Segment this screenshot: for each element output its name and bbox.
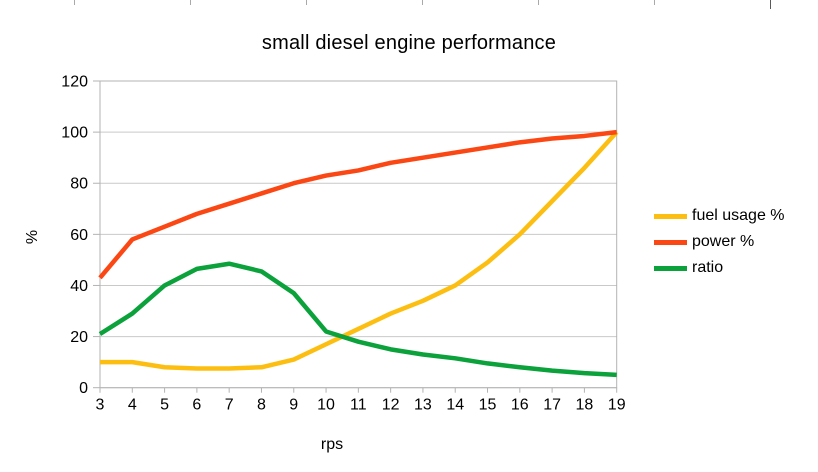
y-tick-label: 100 [61, 125, 88, 142]
legend-item: fuel usage % [654, 203, 785, 229]
x-tick-label: 3 [96, 397, 105, 414]
y-tick-label: 0 [79, 380, 88, 397]
legend-label: power % [692, 233, 755, 250]
x-tick-label: 9 [289, 397, 298, 414]
top-ruler-tick [770, 0, 771, 9]
legend-swatch-icon [654, 213, 687, 219]
x-tick-label: 17 [543, 397, 561, 414]
x-tick-label: 11 [350, 397, 367, 414]
x-tick-label: 16 [511, 397, 529, 414]
x-tick-label: 12 [382, 397, 400, 414]
x-tick-label: 4 [128, 397, 137, 414]
y-tick-label: 20 [70, 329, 88, 346]
top-ruler-tick [190, 0, 191, 5]
top-ruler-tick [422, 0, 423, 5]
x-axis-title: rps [320, 436, 344, 453]
y-tick-label: 60 [70, 227, 88, 244]
series-line-fuel-usage [100, 130, 619, 371]
legend-swatch-icon [654, 239, 687, 245]
x-tick-label: 6 [192, 397, 201, 414]
series-line-power [98, 129, 617, 280]
chart-title: small diesel engine performance [261, 32, 557, 54]
legend-swatch-icon [654, 265, 687, 271]
legend-label: ratio [692, 259, 724, 276]
top-ruler-tick [538, 0, 539, 5]
y-tick-label: 120 [61, 74, 88, 91]
x-tick-label: 19 [608, 397, 626, 414]
x-tick-label: 15 [479, 397, 497, 414]
x-tick-label: 8 [257, 397, 266, 414]
x-tick-label: 10 [317, 397, 335, 414]
y-tick-label: 80 [70, 176, 88, 193]
top-ruler-tick [306, 0, 307, 5]
x-tick-label: 14 [446, 397, 464, 414]
series-line-ratio [98, 261, 617, 378]
legend: fuel usage % power % ratio [654, 203, 785, 281]
top-ruler-tick [654, 0, 655, 5]
x-tick-label: 18 [576, 397, 594, 414]
legend-item: power % [654, 229, 785, 255]
legend-item: ratio [654, 255, 785, 281]
x-tick-label: 5 [160, 397, 169, 414]
legend-label: fuel usage % [692, 207, 785, 224]
y-tick-label: 40 [70, 278, 88, 295]
x-tick-label: 7 [225, 397, 234, 414]
x-tick-label: 13 [414, 397, 432, 414]
top-ruler-tick [74, 0, 75, 5]
